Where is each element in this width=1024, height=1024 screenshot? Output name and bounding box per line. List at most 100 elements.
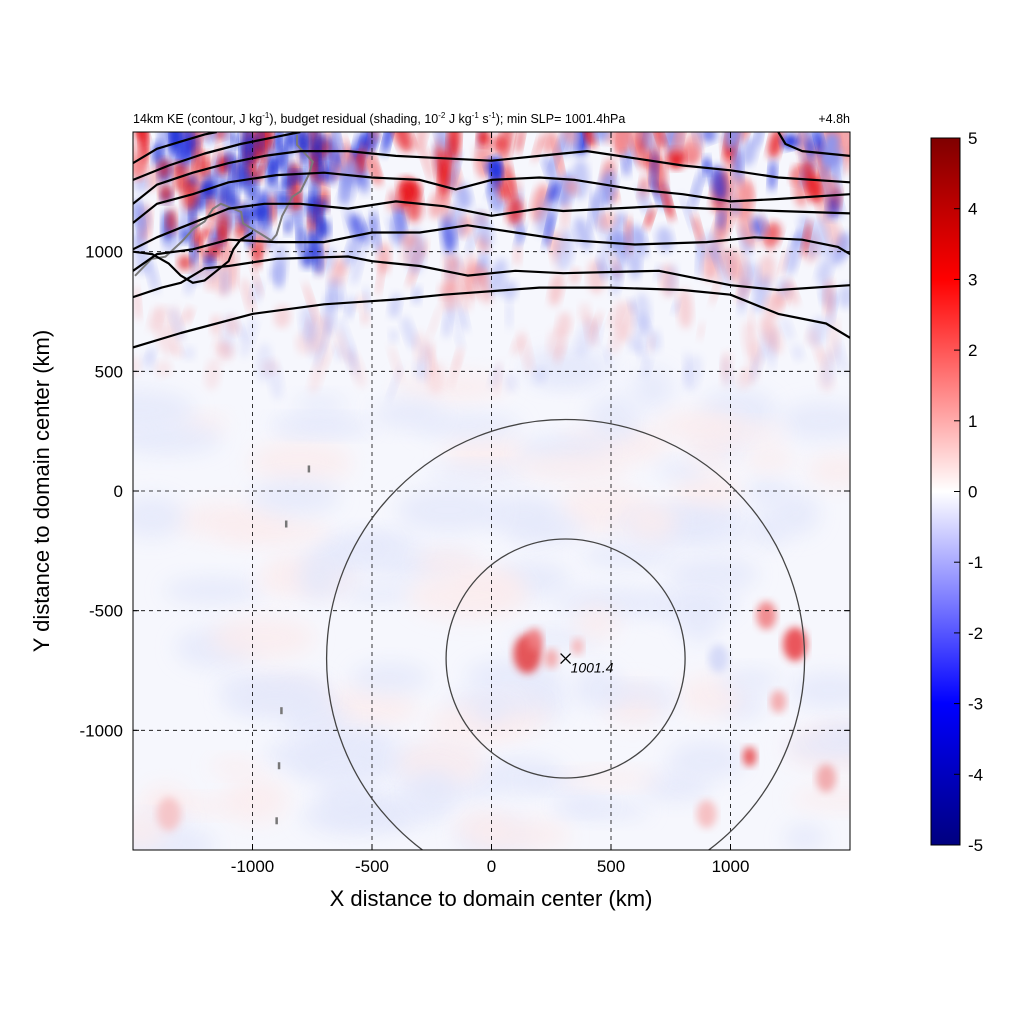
x-tick-label: 0 <box>487 857 496 876</box>
ke-contour-c5 <box>133 171 850 224</box>
shading-streak <box>337 293 344 310</box>
shading-streak <box>554 337 566 367</box>
shading-spot <box>696 800 717 829</box>
shading-streak <box>754 132 764 147</box>
shading-blob <box>417 550 479 575</box>
shading-streak <box>832 156 842 199</box>
shading-blob <box>396 487 501 533</box>
ke-contour-c1 <box>133 286 850 349</box>
shading-streak <box>427 305 442 341</box>
shading-streak <box>610 319 624 355</box>
shading-streak <box>202 225 212 241</box>
shading-streak <box>779 248 789 277</box>
colorbar-tick-label: 4 <box>968 200 977 219</box>
shading-blob <box>408 572 528 620</box>
shading-streak <box>401 316 418 350</box>
y-axis-label: Y distance to domain center (km) <box>29 330 54 652</box>
shading-streak <box>812 339 826 371</box>
shading-streak <box>689 171 703 211</box>
shading-streak <box>584 132 596 148</box>
shading-blob <box>678 675 742 717</box>
shading-spot <box>571 638 584 655</box>
shading-blob <box>208 758 263 775</box>
shading-streak <box>513 244 522 266</box>
shading-streak <box>401 232 419 249</box>
ke-contour-c4 <box>133 200 850 251</box>
shading-coast-streak <box>158 158 171 179</box>
shading-streak <box>356 143 366 173</box>
shading-streak <box>547 181 559 203</box>
shading-blob <box>668 740 745 781</box>
shading-streak <box>255 342 273 383</box>
shading-blob <box>474 818 571 850</box>
shading-blob <box>427 464 530 482</box>
y-tick-label: 1000 <box>85 243 123 262</box>
shading-spot <box>816 764 837 793</box>
shading-streak <box>171 342 183 358</box>
shading-streak <box>133 356 141 376</box>
shading-blob <box>572 667 624 709</box>
ke-contour-c3 <box>133 224 850 272</box>
shading-streak <box>216 342 235 363</box>
shading-streak <box>135 249 151 275</box>
shading-streak <box>724 132 742 151</box>
shading-blob <box>687 441 733 465</box>
shading-streak <box>697 321 705 341</box>
shading-coast-streak <box>202 174 216 195</box>
shading-streak <box>204 358 221 391</box>
shading-blob <box>553 795 609 813</box>
shading-streak <box>748 307 755 337</box>
shading-blob <box>297 553 341 601</box>
radius-circle <box>326 418 806 850</box>
shading-coast-streak <box>177 254 193 271</box>
shading-blob <box>163 576 263 605</box>
shading-streak <box>272 243 288 287</box>
shading-blob <box>373 397 444 429</box>
shading-blob <box>580 543 677 568</box>
shading-streak <box>181 346 196 361</box>
shading-streak <box>331 132 342 153</box>
shading-streak <box>442 252 458 268</box>
shading-coast-streak <box>313 245 323 275</box>
shading-streak <box>303 281 319 324</box>
shading-streak <box>654 264 663 281</box>
shading-streak <box>650 148 658 192</box>
coastline <box>134 134 314 825</box>
y-tick-label: -1000 <box>80 721 123 740</box>
colorbar-tick-label: 5 <box>968 129 977 148</box>
shading-coast-streak <box>312 132 324 154</box>
shading-blob <box>133 423 223 455</box>
shading-streak <box>578 302 591 324</box>
shading-streak <box>593 320 603 347</box>
shading-streak <box>454 330 465 349</box>
shading-coast-streak <box>268 195 276 224</box>
shading-spot <box>156 797 181 831</box>
shading-streak <box>629 251 642 280</box>
shading-streak <box>183 306 194 324</box>
shading-streak <box>575 318 595 358</box>
colorbar-tick-label: -2 <box>968 624 983 643</box>
shading-streak <box>504 372 518 393</box>
shading-streak <box>730 200 741 215</box>
ke-contour-c8 <box>777 132 850 157</box>
colorbar-tick-label: 0 <box>968 483 977 502</box>
shading-blob <box>667 556 759 593</box>
shading-blob <box>672 470 739 514</box>
x-tick-label: -500 <box>355 857 389 876</box>
shading-streak <box>490 135 508 152</box>
shading-streak <box>250 262 263 297</box>
shading-blob <box>443 434 530 473</box>
y-tick-label: -500 <box>89 602 123 621</box>
ke-contours <box>133 132 850 349</box>
storm-center-marker <box>560 653 572 664</box>
shading-streak <box>564 179 578 196</box>
center-cross-b <box>560 653 572 664</box>
shading-blob <box>224 776 288 824</box>
shading-streak <box>359 175 369 196</box>
shading-spot <box>742 746 757 767</box>
shading-streak <box>592 311 603 334</box>
shading-streak <box>572 132 583 157</box>
shading-streak <box>321 316 332 354</box>
shading-coast-streak <box>309 178 320 209</box>
shading-streak <box>821 348 838 387</box>
